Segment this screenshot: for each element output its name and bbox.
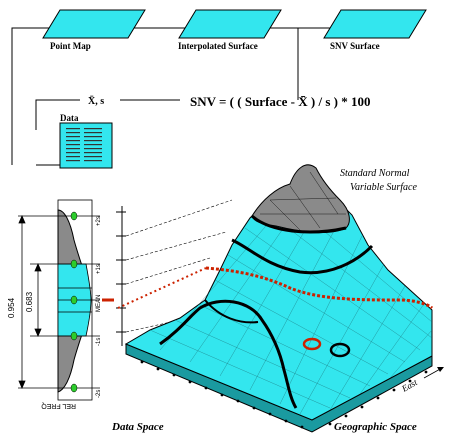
tick-mean: MEAN (96, 295, 102, 312)
surface-title-line1: Standard Normal (340, 168, 410, 179)
span-outer-label: 0.954 (7, 297, 16, 318)
data-space-label: Data Space (111, 421, 164, 433)
rel-freq-label: REL FREQ (41, 402, 76, 409)
base-axis-ticks (140, 360, 428, 429)
tick-minus2s: -2s (96, 390, 102, 398)
span-inner-label: 0.683 (25, 291, 34, 312)
snv-formula: SNV = ( ( Surface - X̄ ) / s ) * 100 (190, 94, 370, 109)
data-table-box: Data (59, 113, 113, 169)
snv-surface-label: SNV Surface (330, 41, 380, 51)
point-map-label: Point Map (50, 41, 91, 51)
interpolated-surface-label: Interpolated Surface (178, 41, 258, 51)
geographic-space-label: Geographic Space (334, 421, 417, 433)
snv-surface-3d (124, 164, 434, 421)
surface-title-line2: Variable Surface (350, 182, 417, 193)
tick-minus1s: -1s (96, 338, 102, 346)
stats-label: X̄, s (88, 95, 104, 107)
data-label: Data (60, 113, 79, 123)
data-table-rows (66, 128, 102, 162)
histogram-bell: 0.954 0.683 +2s +1s MEAN -1s -2s REL FRE… (7, 199, 114, 409)
tick-plus2s: +2s (96, 216, 102, 226)
interpolated-surface-box: Interpolated Surface (178, 9, 282, 51)
z-axis-ticks (116, 206, 126, 346)
snv-surface-box: SNV Surface (323, 9, 427, 51)
tick-plus1s: +1s (96, 264, 102, 274)
mean-projection (117, 267, 207, 309)
point-map-box: Point Map (42, 9, 146, 51)
